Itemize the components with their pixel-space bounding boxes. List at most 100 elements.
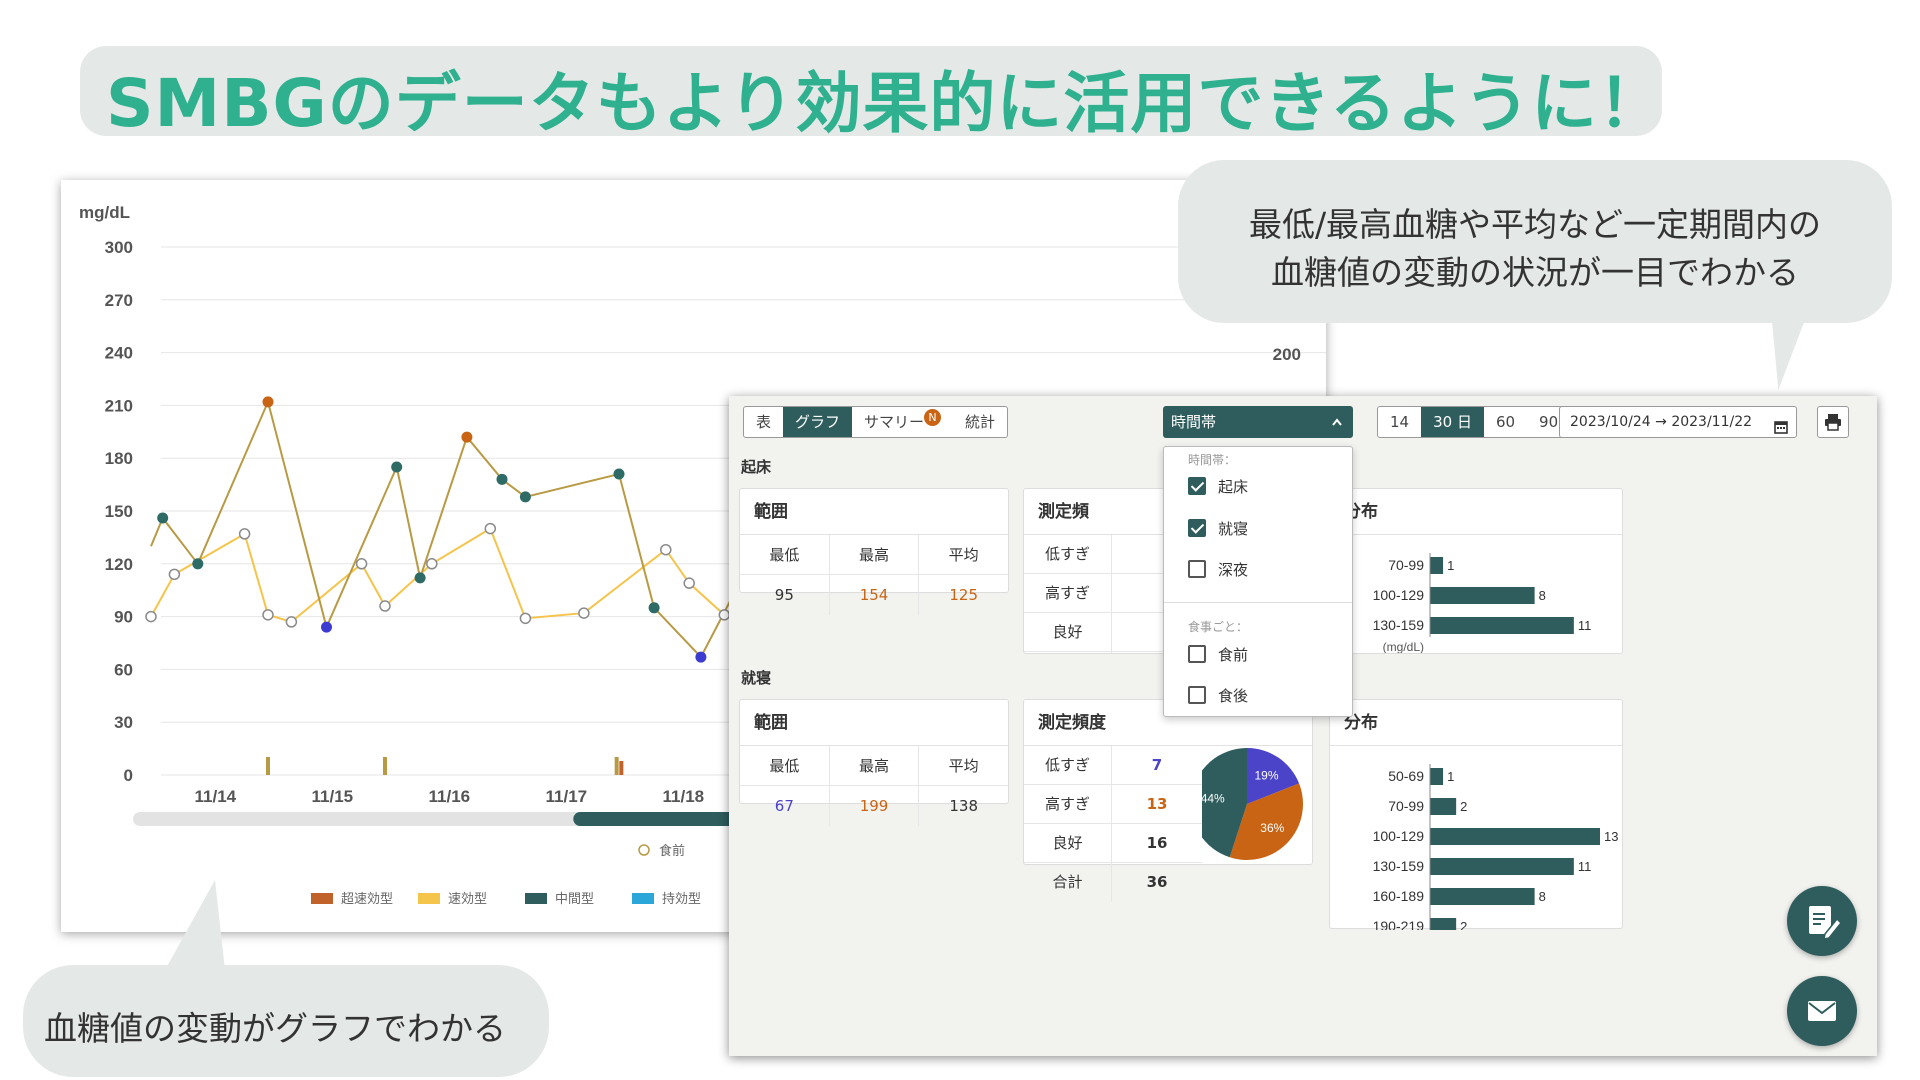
time-period-dropdown[interactable]: 時間帯	[1163, 406, 1353, 438]
time-period-menu: 時間帯： 起床 就寝 深夜 食事ごと： 食前 食後	[1163, 446, 1353, 717]
range-value-max: 154	[830, 575, 920, 615]
data-point-before-meal	[519, 612, 532, 625]
freq-label-total: 合計	[1024, 863, 1112, 902]
section-title-bed: 就寝	[741, 669, 772, 687]
y-tick-label: 60	[114, 660, 133, 679]
range-value-avg: 125	[949, 586, 978, 604]
insulin-bar	[266, 757, 270, 775]
menu-item-label: 就寝	[1218, 520, 1249, 538]
dist-label: 70-99	[1388, 557, 1424, 573]
dist-value: 11	[1578, 618, 1592, 633]
dist-value: 2	[1460, 919, 1467, 930]
checkbox-checked-icon	[1188, 476, 1206, 495]
menu-item-after-meal[interactable]: 食後	[1188, 685, 1248, 707]
data-point-before-meal	[238, 528, 251, 540]
insulin-bar	[383, 757, 387, 775]
range-card-title: 範囲	[740, 700, 1008, 746]
y-tick-label: 210	[105, 396, 133, 415]
dist-label: 50-69	[1388, 768, 1424, 784]
x-tick-label: 11/18	[663, 787, 705, 806]
mail-button[interactable]	[1787, 976, 1857, 1046]
dist-bar	[1430, 768, 1444, 785]
data-point-before-meal	[718, 609, 731, 621]
menu-item-label: 起床	[1218, 478, 1249, 496]
dist-value: 8	[1539, 588, 1546, 603]
period-90[interactable]: 90	[1539, 413, 1559, 431]
data-point	[519, 491, 531, 503]
dist-value: 1	[1447, 769, 1454, 784]
mail-icon	[1787, 1001, 1857, 1050]
data-point-before-meal	[145, 610, 157, 623]
pie-label: 36%	[1260, 821, 1284, 835]
range-value-min: 95	[740, 575, 830, 615]
range-header-min: 最低	[740, 535, 830, 574]
note-edit-icon	[1787, 906, 1857, 960]
tab-summary[interactable]: サマリー N	[852, 407, 953, 437]
menu-item-before-meal[interactable]: 食前	[1188, 644, 1248, 666]
freq-label-low: 低すぎ	[1024, 535, 1112, 573]
view-tabs: 表 グラフ サマリー N 統計	[743, 406, 1009, 438]
x-tick-label: 11/15	[312, 787, 354, 806]
dist-bar	[1430, 828, 1600, 845]
data-point-before-meal	[660, 543, 672, 556]
data-point-before-meal	[262, 609, 274, 621]
tab-graph[interactable]: グラフ	[783, 407, 853, 437]
dist-unit: (mg/dL)	[1383, 640, 1424, 653]
legend-swatch	[632, 893, 654, 904]
data-point	[648, 602, 660, 614]
data-point-before-meal	[355, 558, 368, 570]
range-header-min: 最低	[740, 746, 830, 785]
title-banner	[80, 46, 1662, 136]
y-tick-label: 150	[105, 502, 133, 521]
distribution-bar-chart: 70-99 1 100-129 8 130-159 11 (mg/dL)	[1373, 553, 1592, 653]
range-header-avg: 平均	[948, 546, 979, 564]
menu-item-wake[interactable]: 起床	[1188, 476, 1248, 498]
checkbox-icon	[1188, 559, 1206, 578]
date-range-picker[interactable]: 2023/10/24 → 2023/11/22	[1559, 406, 1797, 438]
legend-label: 食前	[659, 843, 685, 858]
legend-swatch	[418, 893, 440, 904]
calendar-icon	[1774, 415, 1788, 445]
dist-label: 190-219	[1373, 918, 1425, 930]
dist-value: 13	[1604, 829, 1618, 844]
distribution-bar-chart: 50-69 1 70-99 2 100-129 13 130-159 11 160-189 8 19…	[1373, 764, 1618, 930]
y-axis-unit: mg/dL	[79, 203, 130, 222]
distribution-card-title: 分布	[1330, 700, 1622, 746]
period-30[interactable]: 30 日	[1421, 407, 1484, 437]
dist-label: 130-159	[1373, 617, 1425, 633]
distribution-card-title: 分布	[1330, 489, 1622, 535]
distribution-card-bed: 分布 50-69 1 70-99 2 100-129 13 130-159 11 160-189…	[1329, 699, 1623, 930]
y-tick-label: 90	[114, 608, 133, 627]
freq-value-high: 13	[1146, 795, 1168, 813]
note-edit-button[interactable]	[1787, 886, 1857, 956]
y-tick-label: 300	[105, 238, 133, 257]
freq-label-total: 合計	[1024, 652, 1112, 653]
data-point	[157, 512, 169, 524]
menu-divider	[1164, 602, 1352, 603]
tab-statistics[interactable]: 統計	[965, 413, 996, 431]
callout-top-line2: 血糖値の変動の状況が一目でわかる	[1271, 253, 1799, 292]
callout-bottom-tail	[165, 880, 225, 970]
menu-item-night[interactable]: 深夜	[1188, 559, 1248, 581]
range-header-avg: 平均	[948, 757, 979, 775]
tab-table[interactable]: 表	[756, 413, 772, 431]
period-14[interactable]: 14	[1390, 413, 1410, 431]
range-card-bed: 範囲 最低 最高 平均 67 199 138	[739, 699, 1009, 826]
time-period-dropdown-label: 時間帯	[1171, 413, 1217, 431]
data-point	[192, 558, 204, 570]
print-button[interactable]	[1817, 406, 1849, 438]
statistics-app-window: 表 グラフ サマリー N 統計 時間帯 14 30 日 60 90 2023/10…	[729, 396, 1877, 1056]
range-value-max: 199	[830, 786, 920, 826]
pie-slice	[1202, 748, 1247, 858]
dist-label: 100-129	[1373, 828, 1425, 844]
dist-value: 11	[1578, 859, 1592, 874]
data-point-before-meal	[426, 558, 438, 570]
data-point	[391, 461, 403, 473]
data-point-before-meal	[285, 616, 298, 628]
period-60[interactable]: 60	[1495, 413, 1516, 431]
frequency-card-bed: 測定頻度 低すぎ 7 高すぎ 13 良好 16 合計 36 19% 36% 44%	[1023, 699, 1313, 902]
dist-value: 1	[1447, 558, 1454, 573]
pie-slice	[1247, 748, 1300, 804]
frequency-card-title: 測定頻度	[1024, 700, 1312, 746]
menu-item-bedtime[interactable]: 就寝	[1188, 518, 1248, 540]
